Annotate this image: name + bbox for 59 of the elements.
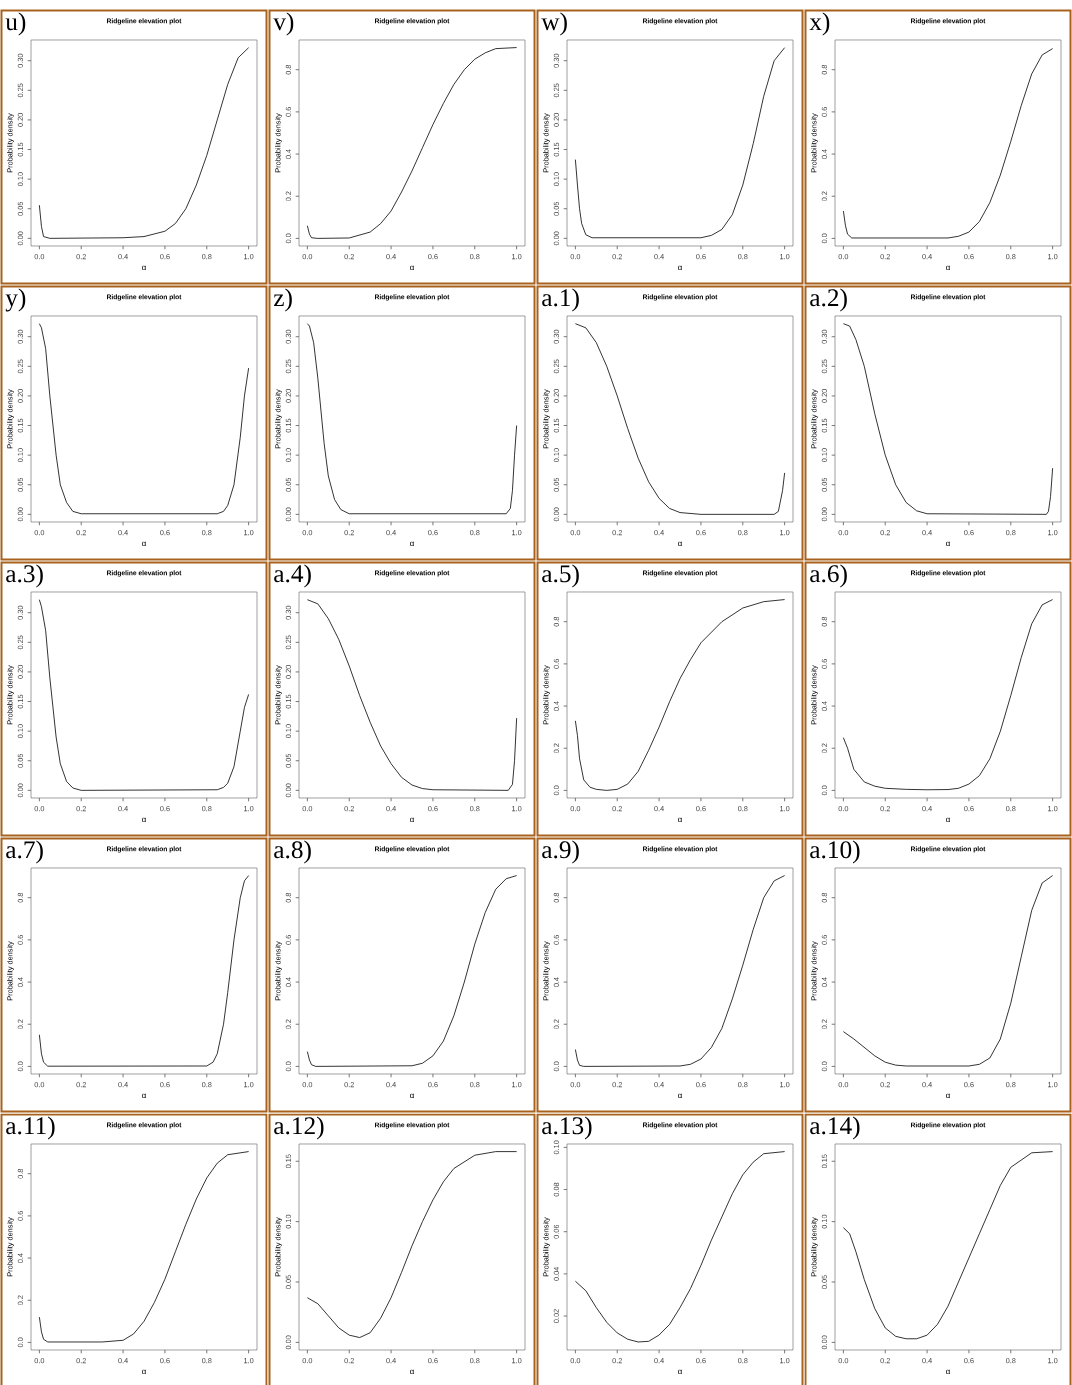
- x-axis-title: α: [946, 1369, 951, 1375]
- x-axis-title: α: [410, 541, 415, 547]
- x-axis-title: α: [142, 1093, 147, 1099]
- x-axis-title: α: [946, 1093, 951, 1099]
- line-series: [574, 47, 786, 239]
- x-axis-title: α: [410, 1369, 415, 1375]
- line-series: [574, 875, 786, 1067]
- line-series: [306, 1151, 518, 1338]
- line-series: [842, 323, 1054, 515]
- text: a.5): [542, 564, 579, 588]
- text: w): [541, 12, 567, 36]
- x-axis-title: α: [410, 265, 415, 271]
- line-series: [306, 47, 518, 239]
- line-series: [842, 48, 1054, 239]
- x-axis-title: α: [678, 265, 683, 271]
- x-axis-title: α: [946, 265, 951, 271]
- line-series: [306, 875, 518, 1067]
- text: a.6): [810, 564, 847, 588]
- x-axis-title: α: [410, 1093, 415, 1099]
- line-series: [842, 599, 1054, 791]
- line-series: [38, 47, 250, 239]
- line-series: [38, 1151, 250, 1343]
- x-axis-title: α: [142, 541, 147, 547]
- text: a.12): [274, 1116, 324, 1140]
- x-axis-title: α: [142, 817, 147, 823]
- x-axis-title: α: [946, 817, 951, 823]
- line-series: [306, 599, 518, 791]
- x-axis-title: α: [946, 541, 951, 547]
- x-axis-title: α: [678, 817, 683, 823]
- x-axis-title: α: [410, 817, 415, 823]
- text: a.4): [274, 564, 311, 588]
- text: u): [5, 12, 26, 36]
- text: a.2): [810, 288, 847, 312]
- text: a.3): [6, 564, 43, 588]
- line-series: [38, 875, 250, 1067]
- text: a.13): [542, 1116, 592, 1140]
- text: a.11): [6, 1116, 55, 1140]
- x-axis-title: α: [678, 541, 683, 547]
- x-axis-title: α: [678, 1093, 683, 1099]
- text: y): [5, 288, 26, 312]
- text: v): [273, 12, 294, 36]
- x-axis-title: α: [142, 1369, 147, 1375]
- line-series: [574, 323, 786, 515]
- text: a.14): [810, 1116, 860, 1140]
- text: a.10): [810, 840, 860, 864]
- text: a.7): [6, 840, 43, 864]
- x-axis-title: α: [678, 1369, 683, 1375]
- x-axis-title: α: [142, 265, 147, 271]
- line-series: [574, 599, 786, 791]
- text: x): [809, 12, 830, 36]
- text: a.1): [542, 288, 579, 312]
- line-series: [38, 323, 250, 515]
- text: a.9): [542, 840, 579, 864]
- line-series: [38, 599, 250, 791]
- line-series: [574, 1151, 786, 1343]
- text: z): [273, 288, 292, 312]
- line-series: [306, 323, 518, 515]
- line-series: [842, 1151, 1054, 1340]
- text: a.8): [274, 840, 311, 864]
